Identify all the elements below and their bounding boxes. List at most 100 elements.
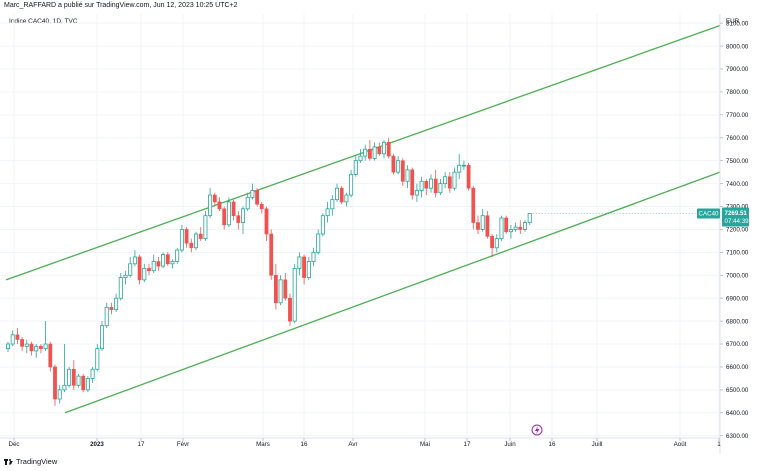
candle-body [259,203,264,210]
chart-grid [0,14,720,438]
candle-up [104,302,109,328]
candle-down [424,179,429,196]
candle-body [288,297,292,322]
candle-up [132,250,137,267]
candle-down [147,263,151,276]
candle-down [137,254,142,285]
price-tick-label: 7900.00 [726,66,749,73]
candle-up [457,153,462,180]
tradingview-icon [4,458,13,466]
candle-body [231,201,236,216]
candle-body [217,201,222,210]
candle-body [513,226,518,230]
candle-body [386,142,391,157]
candle-body [57,389,62,400]
candle-down [288,293,292,326]
candle-up [480,208,485,232]
time-axis: Déc 2023 17 Févr Mars 16 Avr Mai 17 Juin 16 Juill Ao… [0,437,721,448]
candle-up [452,167,457,191]
candle-body [10,334,15,345]
candle-up [43,321,48,351]
candle-body [240,208,245,223]
candle-up [151,254,156,273]
candle-up [494,234,499,253]
candle-body [349,174,354,196]
candle-up [57,385,62,404]
candle-body [147,268,151,271]
candle-down [400,158,405,186]
candle-body [100,325,105,350]
candle-body [38,346,43,349]
candle-up [90,366,95,383]
candle-up [325,201,330,223]
candle-body [391,155,396,173]
candle-body [499,217,504,240]
candle-body [43,343,48,350]
candle-down [269,229,274,280]
candle-up [499,215,504,241]
candle-body [250,190,255,198]
candle-up [128,256,133,278]
candle-body [67,368,72,386]
candle-up [292,263,297,324]
candle-down [471,185,476,230]
candle-body [203,215,208,240]
price-tick-label: 7500.00 [726,158,749,165]
candle-body [245,196,250,210]
time-tick-label: 16 [549,441,556,448]
candle-body [466,164,471,189]
candle-body [151,261,156,272]
candle-body [123,274,128,278]
candle-up [193,231,198,251]
candle-body [485,215,490,237]
candle-up [334,183,339,202]
candle-body [85,378,90,391]
candle-up [245,192,250,212]
candle-body [62,384,67,391]
candle-body [396,160,401,173]
candle-up [306,256,311,280]
candle-up [170,259,175,269]
candle-body [508,229,513,233]
candle-up [34,344,39,358]
candle-down [15,327,20,345]
candle-body [95,348,100,370]
candle-body [311,251,316,262]
candle-down [504,215,509,235]
candle-down [217,197,222,212]
candle-up [523,220,528,232]
price-tick-label: 7200.00 [726,227,749,234]
candle-down [302,254,307,285]
candle-body [132,256,137,265]
candle-body [334,187,339,201]
candle-up [240,206,245,235]
time-tick-label: 1 [717,441,721,448]
candle-up [461,160,466,170]
candle-up [349,169,354,198]
price-tick-label: 6500.00 [726,387,749,394]
candle-body [367,148,372,159]
candle-body [461,164,466,167]
candle-body [419,180,424,191]
candle-down [391,153,396,175]
price-axis-unit: EUR [726,18,740,25]
candle-down [255,188,260,207]
candle-up [62,344,67,393]
candle-up [123,270,128,285]
candle-body [278,279,283,304]
lightning-icon[interactable] [531,424,543,436]
candle-body [226,201,231,226]
candle-up [67,366,72,388]
candle-body [179,229,184,251]
candle-body [377,146,382,155]
candle-down [29,341,34,356]
candle-body [292,267,297,322]
candle-down [53,364,57,406]
time-tick-label: Juill [592,441,603,448]
candle-body [24,343,29,347]
candle-up [320,213,325,237]
candle-down [259,201,264,214]
candle-body [358,155,363,162]
tradingview-logo[interactable]: TradingView [4,457,57,466]
